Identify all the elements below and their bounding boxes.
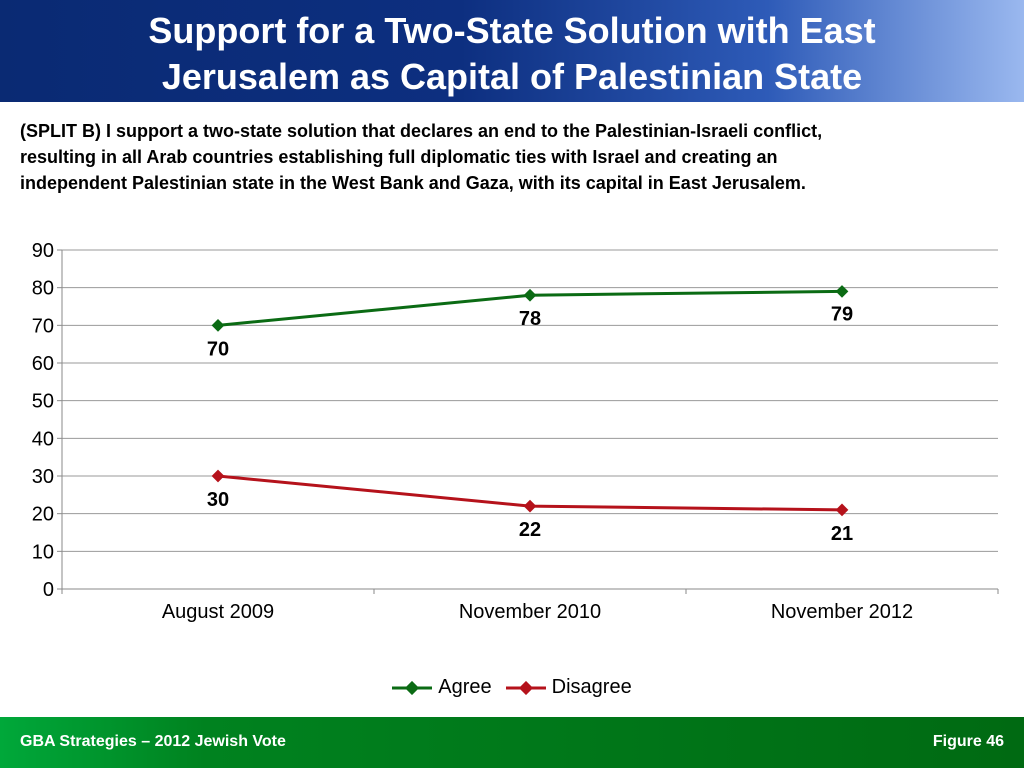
legend-item-disagree: Disagree <box>505 676 632 699</box>
data-label-disagree: 21 <box>831 523 853 545</box>
question-line-2: resulting in all Arab countries establis… <box>20 147 778 167</box>
y-tick-label: 30 <box>32 466 54 488</box>
line-chart: 0 10 20 30 40 50 60 70 80 90 August 2009 November 2… <box>32 240 999 623</box>
y-tick-label: 50 <box>32 391 54 413</box>
footer-bar: GBA Strategies – 2012 Jewish Vote Figure… <box>0 717 1024 768</box>
data-point-agree <box>211 318 225 332</box>
data-point-disagree <box>523 499 537 513</box>
question-text: (SPLIT B) I support a two-state solution… <box>20 118 1010 196</box>
data-point-disagree <box>211 469 225 483</box>
x-tick-label: November 2012 <box>771 601 913 623</box>
y-tick-label: 10 <box>32 541 54 563</box>
footer-source: GBA Strategies – 2012 Jewish Vote <box>20 733 286 750</box>
data-point-disagree <box>835 503 849 517</box>
x-tick-label: November 2010 <box>459 601 601 623</box>
data-label-disagree: 30 <box>207 489 229 511</box>
y-tick-label: 60 <box>32 353 54 375</box>
y-tick-label: 40 <box>32 428 54 450</box>
question-line-1: (SPLIT B) I support a two-state solution… <box>20 121 823 141</box>
y-tick-label: 90 <box>32 240 54 262</box>
data-point-agree <box>523 288 537 302</box>
header-banner: Support for a Two-State Solution with Ea… <box>0 0 1024 102</box>
chart-legend: Agree Disagree <box>0 676 1024 699</box>
legend-item-agree: Agree <box>392 676 492 699</box>
data-label-disagree: 22 <box>519 519 541 541</box>
y-tick-label: 20 <box>32 504 54 526</box>
figure-number: Figure 46 <box>932 733 1004 750</box>
data-label-agree: 78 <box>519 308 541 330</box>
y-tick-label: 0 <box>43 579 54 601</box>
legend-label-disagree: Disagree <box>551 676 632 698</box>
x-tick-label: August 2009 <box>162 601 274 623</box>
legend-label-agree: Agree <box>438 676 492 698</box>
question-line-3: independent Palestinian state in the Wes… <box>20 173 806 193</box>
data-point-agree <box>835 285 849 298</box>
data-label-agree: 79 <box>831 303 853 325</box>
y-tick-label: 70 <box>32 315 54 337</box>
title-line-1: Support for a Two-State Solution with Ea… <box>148 10 876 51</box>
y-tick-label: 80 <box>32 278 54 300</box>
legend-swatch-disagree <box>505 680 546 695</box>
legend-swatch-agree <box>392 680 433 695</box>
title-line-2: Jerusalem as Capital of Palestinian Stat… <box>161 56 863 97</box>
page-title: Support for a Two-State Solution with Ea… <box>0 8 1024 100</box>
data-label-agree: 70 <box>207 338 229 360</box>
